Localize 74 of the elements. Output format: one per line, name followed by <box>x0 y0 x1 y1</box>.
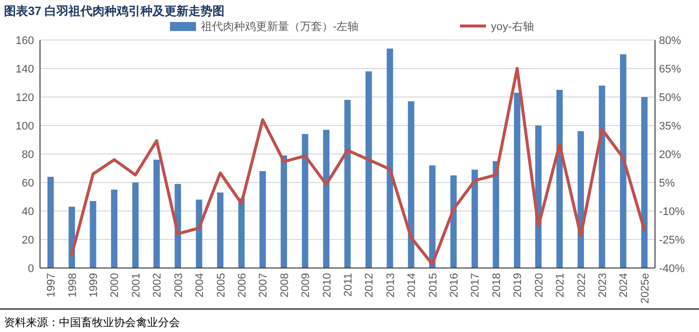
x-tick-label: 2000 <box>109 273 122 298</box>
y2-tick-label: 5% <box>659 178 676 190</box>
y2-tick-label: 65% <box>659 64 682 76</box>
y-tick-label: 120 <box>16 92 34 104</box>
bar <box>344 100 351 268</box>
bar <box>408 101 414 268</box>
x-tick-label: 2022 <box>576 273 588 298</box>
x-tick-label: 2019 <box>512 273 524 298</box>
bar <box>280 155 288 268</box>
x-tick-label: 2020 <box>533 273 546 298</box>
x-tick-label: 2001 <box>130 273 142 298</box>
x-tick-label: 2013 <box>384 273 397 298</box>
bar <box>302 134 308 268</box>
bar <box>47 176 54 268</box>
x-tick-label: 1999 <box>88 273 100 298</box>
y-tick-label: 40 <box>22 206 34 218</box>
x-tick-label: 2009 <box>300 273 312 298</box>
y-tick-label: 20 <box>22 234 34 246</box>
y-tick-label: 0 <box>28 263 34 275</box>
bar <box>620 54 626 268</box>
x-tick-label: 2002 <box>152 273 164 298</box>
bar <box>90 201 96 268</box>
x-tick-label: 2011 <box>342 273 354 297</box>
x-tick-label: 2014 <box>406 273 418 298</box>
x-tick-label: 2012 <box>364 273 376 298</box>
line-series <box>70 67 646 266</box>
x-tick-label: 2007 <box>258 273 270 298</box>
x-tick-label: 2003 <box>172 273 185 298</box>
x-tick-label: 2023 <box>596 273 609 298</box>
y-tick-label: 80 <box>22 149 34 161</box>
chart-title: 图表37 白羽祖代肉种鸡引种及更新走势图 <box>4 4 225 18</box>
x-tick-label: 2006 <box>236 273 248 298</box>
x-tick-label: 2021 <box>554 273 567 298</box>
y2-tick-label: 35% <box>659 120 682 132</box>
bar <box>386 48 394 268</box>
y2-tick-label: -25% <box>659 234 685 246</box>
bar <box>111 190 118 268</box>
bar <box>217 192 224 268</box>
y-tick-label: 100 <box>16 120 34 132</box>
y2-tick-label: 50% <box>659 92 682 104</box>
bar <box>472 170 478 268</box>
y2-tick-label: -40% <box>659 263 685 275</box>
y2-tick-label: 80% <box>659 35 682 47</box>
y2-tick-label: 20% <box>659 149 682 161</box>
y2-tick-label: -10% <box>659 206 685 218</box>
x-tick-label: 2017 <box>470 273 482 298</box>
x-tick-label: 1997 <box>46 273 58 298</box>
bar <box>429 165 436 268</box>
bar <box>132 182 139 268</box>
y-tick-label: 140 <box>16 64 34 76</box>
y-tick-label: 60 <box>22 178 34 190</box>
bar <box>556 90 563 268</box>
y-tick-label: 160 <box>16 35 34 47</box>
legend-label: yoy-右轴 <box>491 20 534 33</box>
bar <box>259 171 266 268</box>
bar <box>323 130 330 268</box>
text: 资料来源：中国畜牧业协会禽业分会 <box>4 316 180 329</box>
x-tick-label: 2016 <box>448 273 461 298</box>
x-tick-label: 2024 <box>618 273 630 298</box>
x-tick-label: 2018 <box>490 273 503 298</box>
bar <box>641 97 648 268</box>
x-tick-label: 2010 <box>321 273 334 298</box>
x-tick-label: 2015 <box>427 273 440 298</box>
legend-label: 祖代肉种鸡更新量（万套）-左轴 <box>201 20 359 33</box>
bar <box>578 131 584 268</box>
x-tick-label: 2005 <box>215 273 228 298</box>
x-tick-label: 2008 <box>278 273 291 298</box>
bar <box>514 92 520 268</box>
x-tick-label: 2004 <box>194 273 206 298</box>
bar <box>153 160 160 268</box>
bar <box>174 184 182 268</box>
x-tick-label: 1998 <box>66 273 79 298</box>
bar <box>366 71 372 268</box>
x-tick-label: 2025e <box>639 273 652 304</box>
